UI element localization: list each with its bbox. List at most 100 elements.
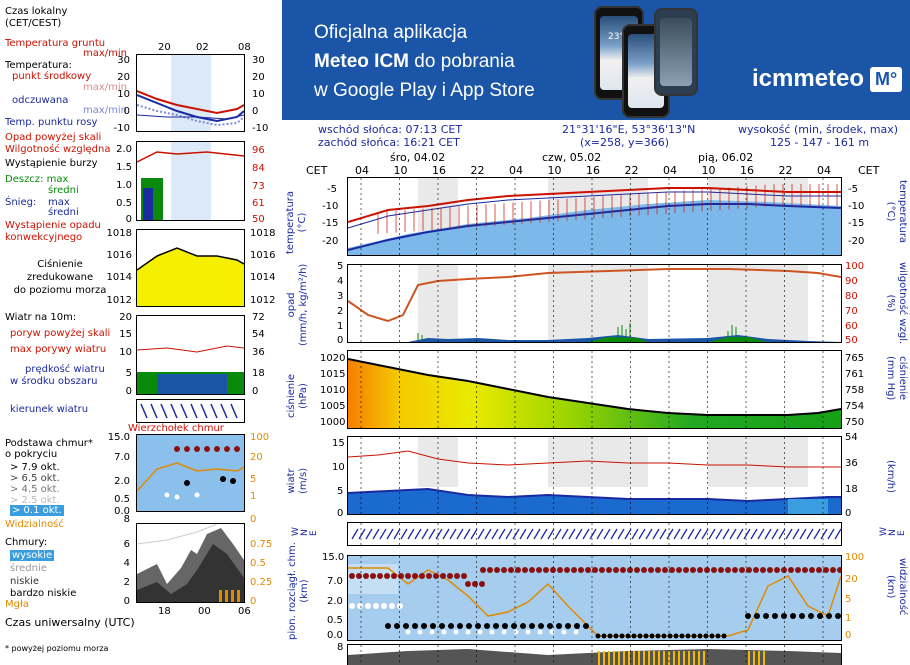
mini-cloud-plot: [136, 434, 245, 512]
temp-tick: 30: [117, 55, 130, 66]
pressure-tick-right: 1016: [250, 250, 276, 261]
cloud-tick: 7.0: [327, 576, 343, 587]
visibility-label: Widzialność: [5, 519, 64, 530]
mini-wind-plot: [136, 315, 245, 395]
utc-tick: 18: [158, 606, 171, 617]
day-label: czw, 05.02: [542, 151, 602, 164]
humidity-tick: 50: [252, 214, 265, 225]
pressure-tick-right: 765: [845, 353, 865, 364]
hour-tick: 10: [393, 164, 408, 177]
wind-axis-label: wiatr (m/s): [286, 467, 309, 494]
precip-tick: 1: [337, 321, 344, 332]
storm-label: Wystąpienie burzy: [5, 158, 98, 169]
cl-tick: 4: [123, 558, 130, 569]
sunset: zachód słońca: 16:21 CET: [318, 136, 460, 149]
cloudlayers-plot: [347, 644, 842, 665]
hour-tick: 16: [740, 164, 754, 177]
precip-tick: 0: [125, 214, 132, 225]
okt-79: > 7.9 okt.: [10, 462, 60, 473]
precip-axis-label: opad (mm/h, kg/m²/h): [286, 263, 309, 346]
pressure-tick-right: 754: [845, 401, 865, 412]
legend-panel: Czas lokalny (CET/CEST) 20 02 08 Tempera…: [0, 0, 282, 660]
wind-tick: 15: [332, 438, 345, 449]
vis-tick: 20: [845, 574, 858, 585]
cloud-plot: [347, 555, 842, 641]
cl-vlow-label: bardzo niskie: [10, 588, 77, 599]
pressure-tick: 1015: [320, 369, 346, 380]
cl-tick: 6: [123, 539, 130, 550]
okt-65: > 6.5 okt.: [10, 473, 60, 484]
banner-app-name: Meteo ICM: [314, 51, 409, 72]
hour-tick: 04: [817, 164, 831, 177]
wind-tick-right: 36: [252, 347, 265, 358]
humidity-tick: 84: [252, 163, 265, 174]
wind-tick: 5: [337, 486, 344, 497]
humidity-tick: 61: [252, 198, 265, 209]
okt-01: > 0.1 okt.: [10, 505, 64, 516]
humidity-tick: 100: [845, 261, 865, 272]
snow-max-label: max: [48, 197, 70, 208]
hour-tick: 16: [432, 164, 446, 177]
phone-temp: 23°: [608, 32, 624, 42]
wind-axis-label-right: (km/h): [885, 460, 896, 494]
temp-tick: 0: [123, 106, 130, 117]
vis-tick: 100: [845, 552, 865, 563]
temp-tick: 20: [117, 72, 130, 83]
okt-25: > 2.5 okt.: [10, 495, 60, 506]
pressure-tick: 1016: [106, 250, 132, 261]
temp-tick: 10: [117, 89, 130, 100]
winddir-plot: [347, 522, 842, 546]
cl-mid-label: średnie: [10, 563, 47, 574]
wind-title: Wiatr na 10m:: [5, 312, 77, 323]
pressure-tick-right: 758: [845, 385, 865, 396]
precip-tick: 3: [337, 291, 344, 302]
winddir-compass-left: W N E: [291, 527, 319, 536]
temp-tick-right: 0: [252, 106, 259, 117]
humidity-tick: 73: [252, 181, 265, 192]
temp-header: Temperatura:: [5, 60, 72, 71]
fog-label: Mgła: [5, 599, 29, 610]
visibility-tick: 20: [250, 452, 263, 463]
wind-tick-right: 54: [252, 329, 265, 340]
clouds-header: Chmury:: [5, 537, 48, 548]
pressure-axis-label: ciśnienie (hPa): [286, 373, 309, 418]
temp-tick: -15: [322, 218, 339, 229]
cloud-tick: 2.0: [327, 596, 343, 607]
pressure-tick: 1012: [106, 295, 132, 306]
temp-mid-label: punkt środkowy: [12, 71, 92, 82]
hour-tick: 22: [624, 164, 639, 177]
hour-tick: 10: [547, 164, 562, 177]
wind-tick-right: 36: [845, 458, 858, 469]
sunrise: wschód słońca: 07:13 CET: [318, 123, 463, 136]
pressure-tick-right: 1018: [250, 228, 276, 239]
wind-tick: 5: [125, 368, 132, 379]
humidity-tick: 70: [845, 306, 858, 317]
banner-text: Oficjalna aplikacja Meteo ICM do pobrani…: [314, 18, 535, 105]
temp-tick: -10: [113, 123, 130, 134]
icmmeteo-logo: icmmeteo M°: [752, 65, 903, 93]
pressure-tick: 1014: [106, 272, 132, 283]
temp-tick-right: -10: [848, 201, 865, 212]
pressure-tick: 1000: [320, 417, 346, 428]
convective-label: Wystąpienie opadu: [5, 220, 101, 231]
visibility-tick: 5: [250, 474, 257, 485]
precip-tick: 0: [337, 335, 344, 346]
mini-winddir-plot: [136, 399, 245, 423]
hour-tick: 04: [663, 164, 677, 177]
temp-tick-right: -10: [252, 123, 269, 134]
cloud-tick: 7.0: [114, 452, 130, 463]
wind-tick-right: 18: [252, 368, 265, 379]
app-promo-banner[interactable]: Oficjalna aplikacja Meteo ICM do pobrani…: [282, 0, 910, 120]
wind-tick-right: 0: [252, 386, 259, 397]
pressure-tick: 1010: [320, 385, 346, 396]
cl-tick: 0: [123, 596, 130, 607]
cloud-tick: 0.0: [327, 630, 343, 641]
dew-point-label: Temp. punktu rosy: [5, 117, 98, 128]
tz-left: CET: [306, 164, 328, 177]
gust-above-label: poryw powyżej skali: [10, 328, 111, 339]
vis-tick: 1: [845, 613, 852, 624]
temp-tick-right: 10: [252, 89, 265, 100]
mini-precip-plot: [136, 141, 245, 221]
precip-tick: 1.0: [116, 180, 132, 191]
hour-tick: 22: [778, 164, 793, 177]
